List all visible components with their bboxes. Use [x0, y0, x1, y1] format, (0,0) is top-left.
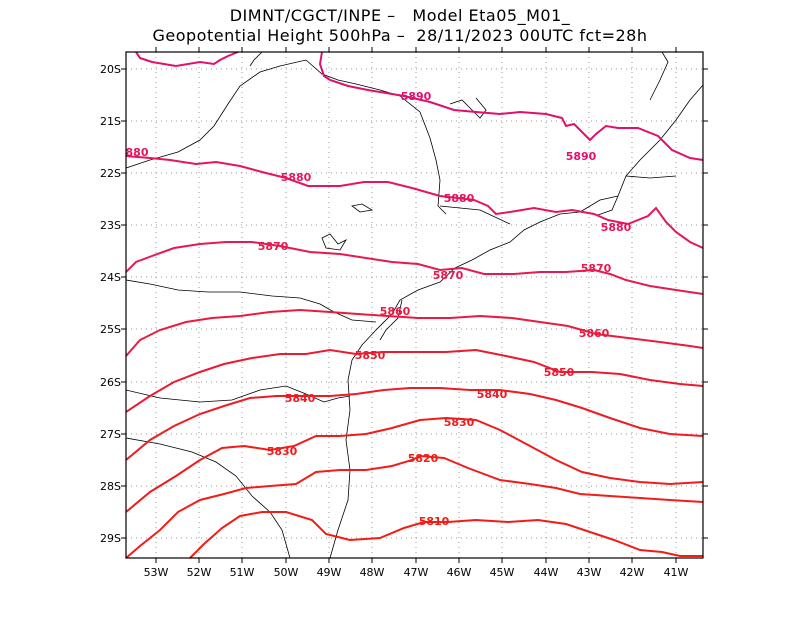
lon-axis: 53W 52W 51W 50W 49W 48W 47W 46W 45W 44W …: [144, 47, 689, 579]
lat-label: 20S: [100, 63, 121, 76]
lat-label: 26S: [100, 376, 121, 389]
map-title-line2: Geopotential Height 500hPa – 28/11/2023 …: [152, 26, 648, 45]
label-5880-b: 5880: [444, 192, 475, 205]
contour-5890-west: [135, 51, 239, 68]
contour-5880: [125, 155, 704, 249]
label-5870-c: 5870: [581, 262, 612, 275]
lon-label: 49W: [317, 566, 342, 579]
lon-label: 44W: [534, 566, 559, 579]
lon-label: 52W: [187, 566, 212, 579]
lat-label: 23S: [100, 219, 121, 232]
label-5870-b: 5870: [433, 269, 464, 282]
label-5860-b: 5860: [579, 327, 610, 340]
lon-label: 51W: [230, 566, 255, 579]
lon-label: 42W: [620, 566, 645, 579]
label-5830-b: 5830: [444, 416, 475, 429]
lon-label: 50W: [274, 566, 299, 579]
contour-5810: [189, 511, 703, 559]
label-5860-a: 5860: [380, 305, 411, 318]
lat-label: 29S: [100, 532, 121, 545]
contour-labels: 5890 5890 880 5880 5880 5880 5870 5870 5…: [126, 90, 632, 528]
contour-5850: [125, 348, 704, 413]
label-5850-a: 5850: [355, 349, 386, 362]
label-5850-b: 5850: [544, 366, 575, 379]
label-5870-a: 5870: [258, 240, 289, 253]
label-5890-b: 5890: [566, 150, 597, 163]
lon-label: 48W: [360, 566, 385, 579]
contour-5840: [125, 387, 704, 461]
label-5840-a: 5840: [285, 392, 316, 405]
label-5840-b: 5840: [477, 388, 508, 401]
label-5820: 5820: [408, 452, 439, 465]
lon-label: 43W: [577, 566, 602, 579]
lat-label: 22S: [100, 167, 121, 180]
lon-label: 53W: [144, 566, 169, 579]
lon-label: 41W: [664, 566, 689, 579]
lat-label: 24S: [100, 271, 121, 284]
map-frame: [125, 51, 704, 559]
label-5810: 5810: [419, 515, 450, 528]
label-5880-a: 5880: [281, 171, 312, 184]
lat-label: 21S: [100, 115, 121, 128]
lon-label: 45W: [490, 566, 515, 579]
contour-5830: [125, 416, 704, 513]
contour-5820: [125, 454, 704, 559]
lat-label: 27S: [100, 428, 121, 441]
label-5890-a: 5890: [401, 90, 432, 103]
label-5830-a: 5830: [267, 445, 298, 458]
contour-5890: [318, 51, 704, 161]
map-title-line1: DIMNT/CGCT/INPE – Model Eta05_M01_: [229, 6, 571, 25]
lat-axis: 20S 21S 22S 23S 24S 25S 26S 27S 28S 29S: [100, 63, 708, 545]
lon-label: 46W: [447, 566, 472, 579]
contour-5860: [125, 308, 704, 357]
geopotential-contours: [125, 51, 704, 559]
contour-5870: [125, 241, 704, 295]
coastline-borders: [125, 51, 704, 559]
label-5880-edge: 880: [126, 146, 149, 159]
lat-label: 28S: [100, 480, 121, 493]
lon-label: 47W: [404, 566, 429, 579]
label-5880-c: 5880: [601, 221, 632, 234]
lat-label: 25S: [100, 323, 121, 336]
